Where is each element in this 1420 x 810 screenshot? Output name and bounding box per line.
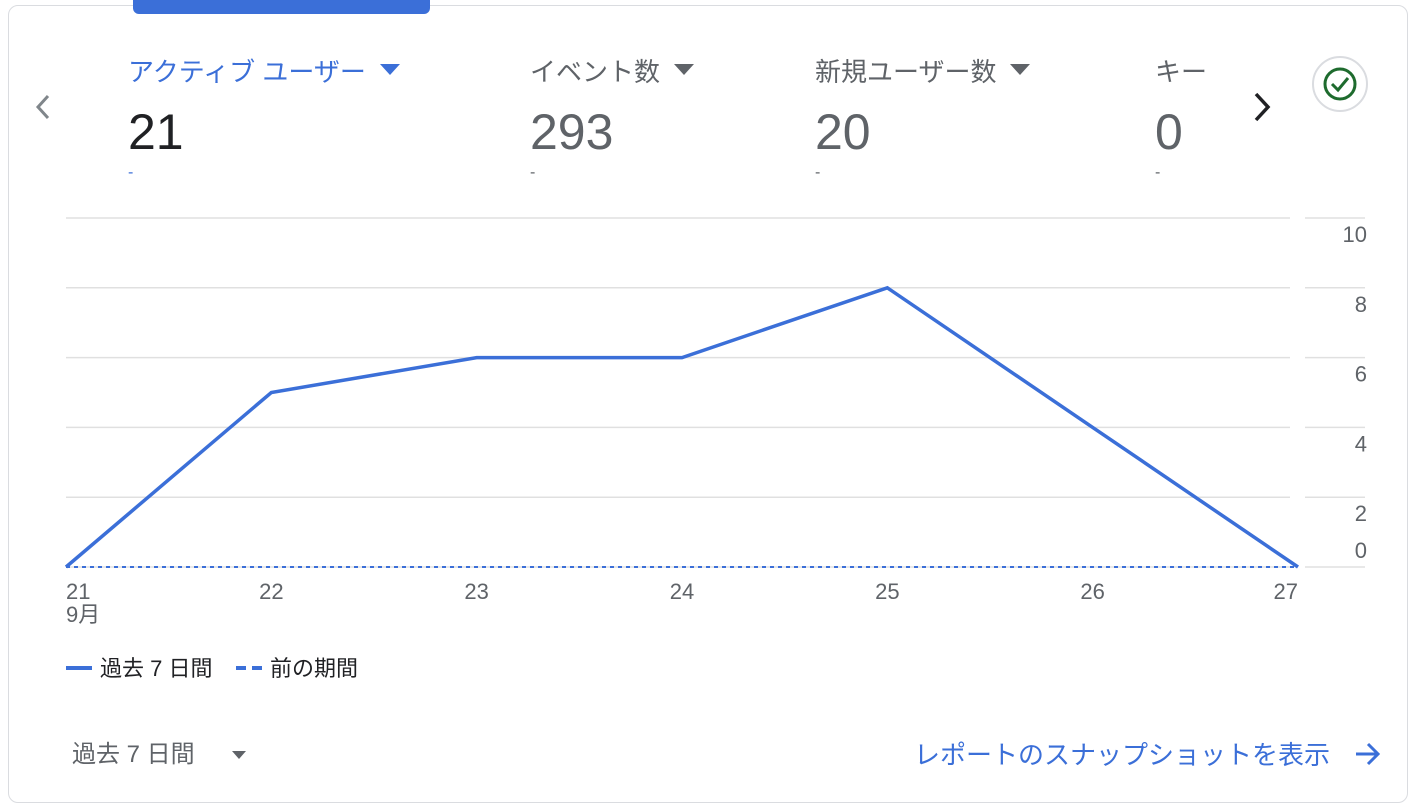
metric-value: 293 — [530, 104, 614, 160]
x-tick-label: 26 — [1080, 579, 1104, 604]
x-sub-label: 9月 — [66, 602, 100, 627]
series-line — [64, 285, 1299, 569]
metric-value: 21 — [128, 104, 184, 160]
metric-tab[interactable]: 新規ユーザー数 20 - — [815, 50, 1031, 182]
metric-value: 0 — [1155, 104, 1183, 160]
metric-change: - — [1155, 164, 1161, 181]
y-tick-label: 8 — [1355, 292, 1367, 317]
card — [8, 5, 1408, 803]
x-tick-label: 27 — [1274, 579, 1298, 604]
period-dropdown-arrow[interactable] — [232, 751, 246, 759]
status-icon[interactable] — [1312, 56, 1368, 112]
y-tick-label: 2 — [1355, 501, 1367, 526]
y-tick-label: 0 — [1355, 538, 1367, 563]
next-arrow[interactable] — [1254, 92, 1271, 122]
y-tick-label: 10 — [1343, 222, 1367, 247]
metric-dropdown-arrow[interactable] — [674, 64, 695, 76]
metric-label: キー — [1155, 50, 1225, 90]
metric-label: アクティブ ユーザー — [128, 50, 400, 90]
metric-tab[interactable]: イベント数 293 - — [530, 50, 695, 182]
legend-label: 過去 7 日間 — [100, 656, 212, 681]
metric-change: - — [530, 164, 536, 181]
prev-arrow[interactable] — [35, 94, 50, 120]
metric-label: イベント数 — [530, 50, 695, 90]
legend-label: 前の期間 — [270, 656, 358, 681]
x-tick-label: 21 — [66, 579, 90, 604]
y-tick-label: 6 — [1355, 362, 1367, 387]
snapshot-link[interactable]: レポートのスナップショットを表示 — [914, 740, 1330, 770]
metric-dropdown-arrow[interactable] — [1010, 64, 1031, 76]
x-tick-label: 25 — [875, 579, 899, 604]
status-check-circle — [1323, 67, 1357, 101]
metric-label-text: 新規ユーザー数 — [815, 56, 997, 87]
x-tick-label: 24 — [670, 579, 694, 604]
metric-dropdown-arrow-shape — [1010, 64, 1031, 75]
link-arrow[interactable] — [1356, 742, 1381, 766]
y-tick-label: 4 — [1355, 431, 1367, 456]
metric-change: - — [128, 164, 134, 181]
metric-value: 20 — [815, 104, 871, 160]
metric-tab[interactable]: アクティブ ユーザー 21 - — [128, 50, 400, 182]
metric-dropdown-arrow-shape — [674, 64, 695, 75]
x-tick-label: 22 — [259, 579, 283, 604]
metric-label: 新規ユーザー数 — [815, 50, 1031, 90]
metric-label-text: アクティブ ユーザー — [128, 56, 366, 87]
metric-dropdown-arrow[interactable] — [379, 64, 400, 76]
active-tab-indicator — [133, 0, 430, 14]
metric-tab[interactable]: キー 0 - — [1155, 50, 1225, 182]
metric-label-text: イベント数 — [530, 56, 661, 87]
status-check — [1330, 77, 1350, 93]
period-selector[interactable]: 過去 7 日間 — [72, 741, 195, 768]
x-tick-label: 23 — [464, 579, 488, 604]
metric-change: - — [815, 164, 821, 181]
metric-dropdown-arrow-shape — [379, 64, 400, 75]
metric-label-text: キー — [1155, 56, 1208, 87]
